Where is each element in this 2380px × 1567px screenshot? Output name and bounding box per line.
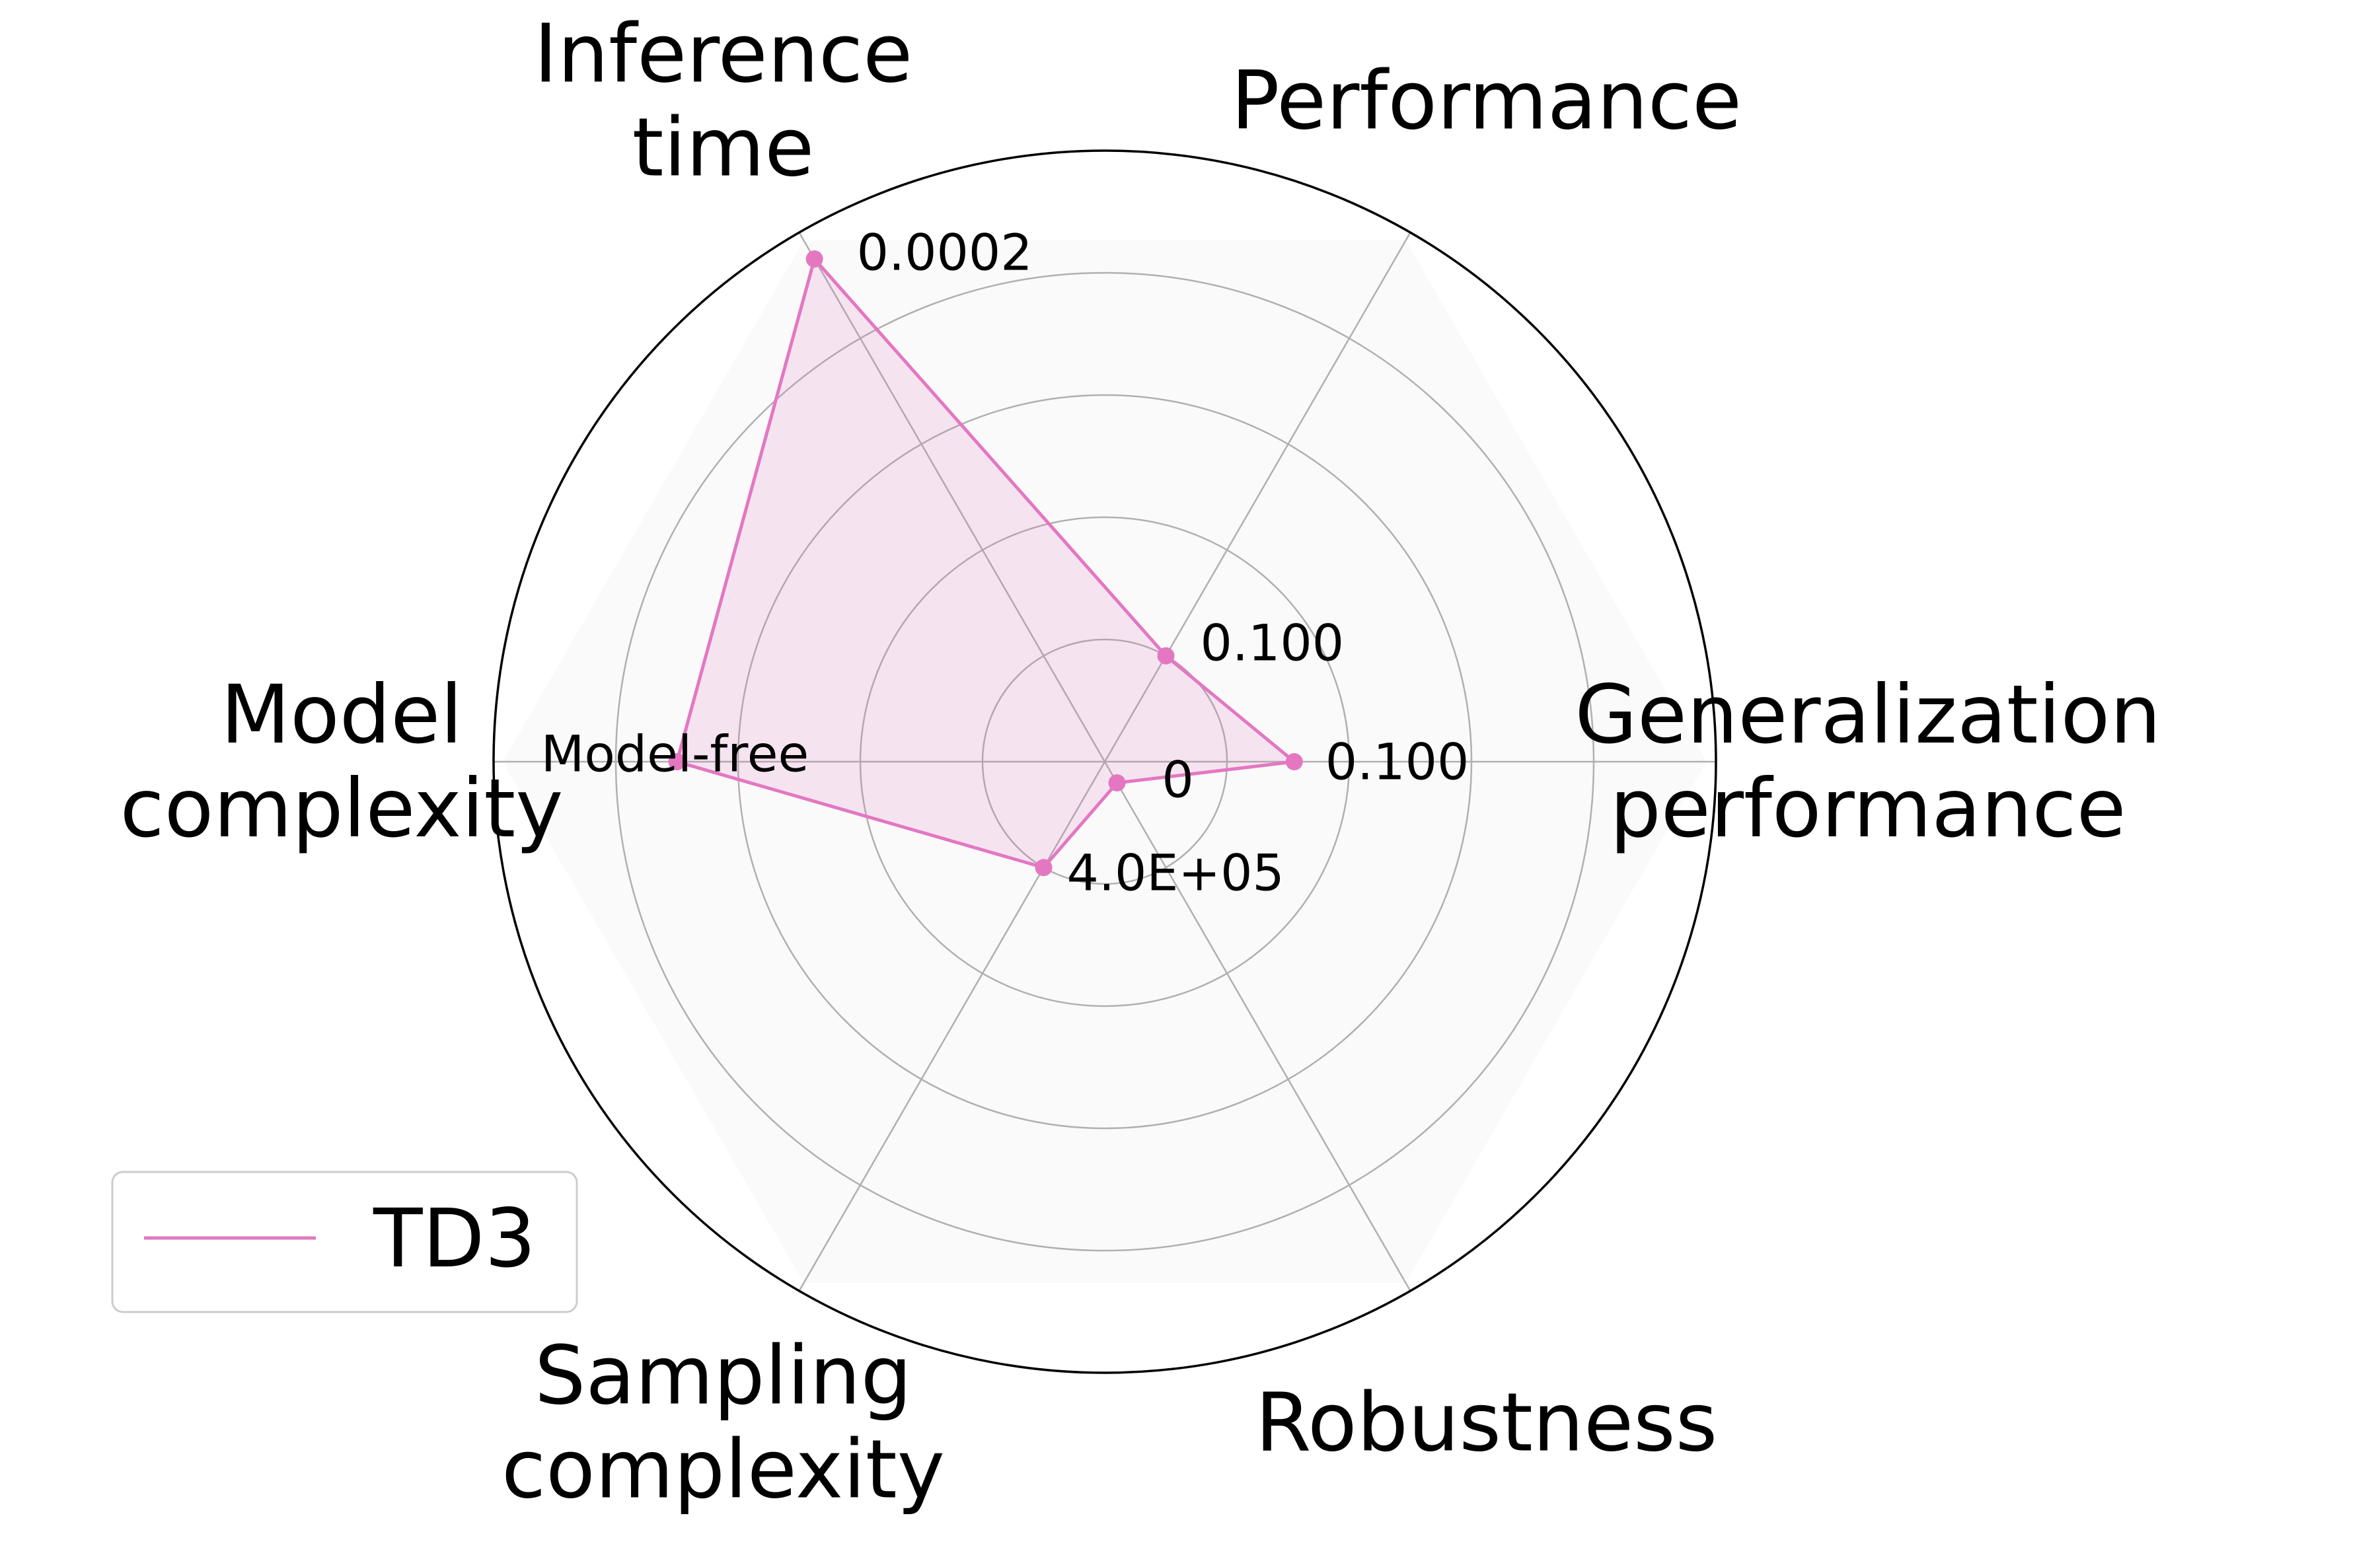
value-label: 0.100 <box>1325 733 1469 791</box>
axis-spoke <box>798 761 1106 1292</box>
axis-label-line: Model <box>221 668 463 762</box>
axis-spoke <box>1103 761 1411 1292</box>
axis-label: Generalization performance <box>1575 668 2161 856</box>
axis-spoke <box>1103 232 1411 762</box>
axis-label-line: Generalization <box>1575 668 2161 762</box>
axis-label-line: time <box>632 101 815 195</box>
legend: TD3 <box>111 1171 578 1313</box>
value-label: Model-free <box>541 725 809 784</box>
series-area-td3 <box>677 258 1294 868</box>
data-point <box>1108 774 1126 792</box>
axis-label-line: complexity <box>502 1422 945 1516</box>
value-label: 0.100 <box>1201 613 1345 672</box>
axis-label: Model complexity <box>120 668 564 856</box>
value-label: 0 <box>1162 750 1193 809</box>
axis-label-line: performance <box>1610 762 2126 856</box>
axis-label: Inference time <box>534 7 912 195</box>
axis-spoke <box>798 232 1106 762</box>
axis-label-line: Robustness <box>1255 1375 1718 1469</box>
outer-frame <box>492 149 1717 1374</box>
data-point <box>1157 647 1175 665</box>
legend-label-td3: TD3 <box>373 1192 536 1286</box>
axis-label: Sampling complexity <box>502 1329 945 1516</box>
axis-labels: Generalization performance Performance Infe… <box>120 7 2161 1517</box>
legend-frame <box>111 1171 578 1313</box>
data-point <box>805 250 823 268</box>
value-label: 0.0002 <box>857 223 1033 281</box>
axis-label-line: Inference <box>534 7 912 101</box>
data-point <box>1285 753 1303 770</box>
data-point <box>1035 859 1053 877</box>
axis-label-line: Performance <box>1231 54 1742 148</box>
value-label: 4.0E+05 <box>1067 844 1284 902</box>
axis-label-line: Sampling <box>535 1329 912 1422</box>
data-point <box>668 753 686 770</box>
axis-spokes <box>494 232 1716 1292</box>
axis-label: Robustness <box>1255 1375 1718 1469</box>
series-points <box>668 250 1303 877</box>
axis-label: Performance <box>1231 54 1742 148</box>
axis-label-line: complexity <box>120 762 564 856</box>
value-labels: 0.100 0.100 0.0002 Model-free 4.0E+05 0 <box>541 223 1469 902</box>
